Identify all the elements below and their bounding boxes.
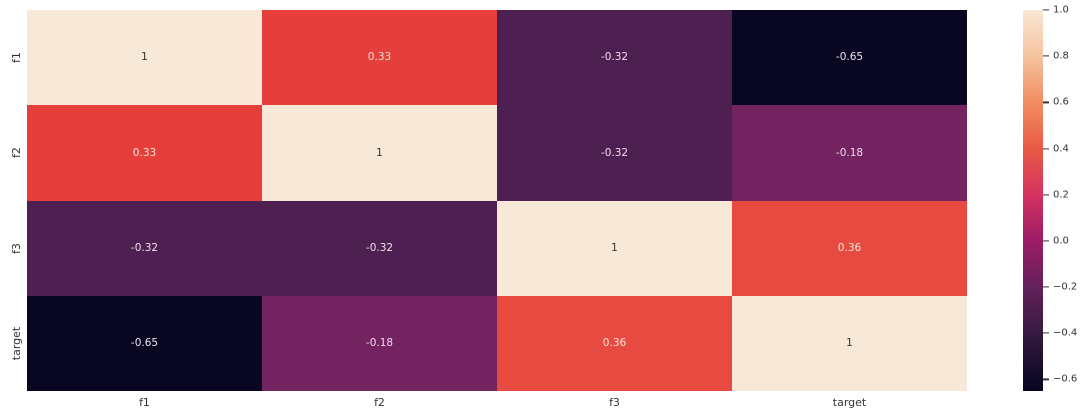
colorbar-tick-mark	[1043, 378, 1049, 381]
heatmap-cell-f2-target: -0.18	[732, 105, 967, 201]
x-axis-labels: f1 f2 f3 target	[27, 396, 967, 414]
heatmap-cell-f3-f1: -0.32	[27, 200, 262, 296]
heatmap-cell-f2-f3: -0.32	[497, 105, 732, 201]
heatmap-cell-target-f2: -0.18	[262, 295, 497, 391]
x-tick-label-f3: f3	[609, 396, 620, 409]
heatmap-cell-target-target: 1	[732, 295, 967, 391]
heatmap-cell-f3-target: 0.36	[732, 200, 967, 296]
x-tick-label-target: target	[832, 396, 867, 409]
colorbar-tick-label: −0.4	[1053, 327, 1078, 339]
heatmap-cell-f1-f2: 0.33	[262, 10, 497, 106]
colorbar-tick-mark	[1043, 55, 1049, 57]
colorbar-tick-mark	[1043, 194, 1049, 196]
colorbar-ticks: 1.0 0.8 0.6 0.4 0.2 0.0 −0.2 −0.4 −0.6	[1043, 5, 1085, 391]
heatmap-cell-f3-f2: -0.32	[262, 200, 497, 296]
heatmap-cell-f1-f1: 1	[27, 10, 262, 106]
x-tick-label-f2: f2	[374, 396, 385, 409]
colorbar-tick-label: 0.4	[1053, 143, 1069, 155]
heatmap-cell-target-f3: 0.36	[497, 295, 732, 391]
colorbar-tick-label: 1.0	[1053, 4, 1069, 16]
heatmap-cell-f2-f1: 0.33	[27, 105, 262, 201]
heatmap-cell-f1-target: -0.65	[732, 10, 967, 106]
colorbar-tick-mark	[1043, 286, 1049, 288]
colorbar-tick-mark	[1043, 101, 1049, 103]
colorbar-gradient	[1023, 10, 1043, 391]
colorbar-tick-mark	[1043, 147, 1049, 150]
colorbar-tick-label: 0.0	[1053, 235, 1069, 247]
colorbar-tick-mark	[1043, 240, 1049, 242]
colorbar-tick-label: −0.6	[1053, 373, 1078, 385]
heatmap-plot: 1 0.33 -0.32 -0.65 0.33 1 -0.32 -0.18 -0.32 -0.32…	[27, 10, 967, 391]
y-axis-labels: f1 f2 f3 target	[0, 10, 27, 391]
colorbar-tick-label: 0.2	[1053, 189, 1069, 201]
colorbar-tick-label: −0.2	[1053, 281, 1078, 293]
heatmap-cell-f3-f3: 1	[497, 200, 732, 296]
x-tick-label-f1: f1	[139, 396, 150, 409]
heatmap-cell-f1-f3: -0.32	[497, 10, 732, 106]
colorbar-tick-label: 0.8	[1053, 50, 1069, 62]
colorbar-tick-label: 0.6	[1053, 96, 1069, 108]
colorbar-tick-mark	[1043, 9, 1049, 11]
colorbar-tick-mark	[1043, 332, 1049, 334]
heatmap-cell-target-f1: -0.65	[27, 295, 262, 391]
heatmap-cell-f2-f2: 1	[262, 105, 497, 201]
